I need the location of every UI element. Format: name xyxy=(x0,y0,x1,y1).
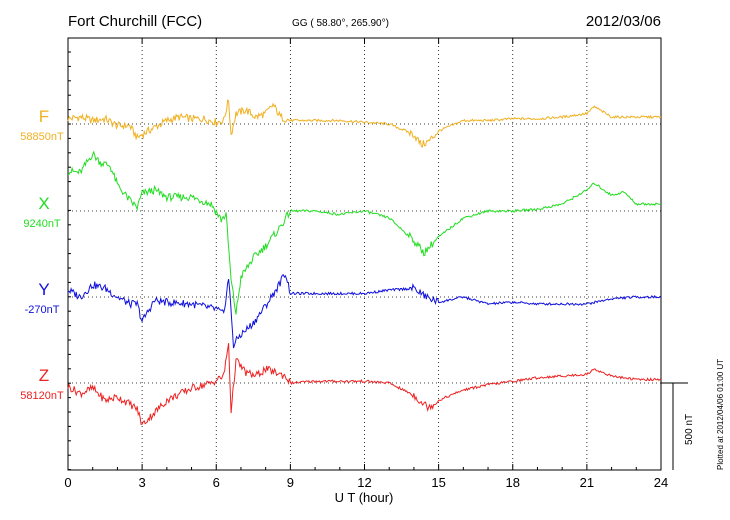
plotted-timestamp: Plotted at 2012/04/06 01:00 UT xyxy=(716,359,725,470)
baseline-value-f: 58850nT xyxy=(20,131,64,143)
scale-bar: 500 nT xyxy=(661,382,695,470)
series-line-y xyxy=(67,274,662,349)
component-label-z: Z xyxy=(39,366,49,385)
station-title: Fort Churchill (FCC) xyxy=(68,13,202,30)
x-tick-label-6: 18 xyxy=(506,475,520,490)
component-labels: F 58850nT X 9240nT Y -270nT Z 58120nT xyxy=(20,107,64,402)
x-tick-label-5: 15 xyxy=(431,475,445,490)
component-label-x: X xyxy=(38,194,49,213)
x-tick-label-3: 9 xyxy=(287,475,294,490)
grid xyxy=(141,38,588,470)
x-tick-label-1: 3 xyxy=(139,475,146,490)
station-coords: GG ( 58.80°, 265.90°) xyxy=(292,18,389,29)
x-tick-label-7: 21 xyxy=(580,475,594,490)
baseline-value-x: 9240nT xyxy=(23,218,61,230)
component-label-f: F xyxy=(39,107,49,126)
scale-bar-label: 500 nT xyxy=(684,414,695,445)
series-line-f xyxy=(67,99,662,148)
x-axis-ticks: 0 3 6 9 12 15 18 21 24 xyxy=(64,38,668,490)
series-lines xyxy=(67,99,662,425)
plot-date: 2012/03/06 xyxy=(586,13,661,30)
x-tick-label-0: 0 xyxy=(64,475,71,490)
x-tick-label-8: 24 xyxy=(654,475,668,490)
x-axis-label: U T (hour) xyxy=(335,490,394,505)
series-line-x xyxy=(67,150,662,315)
component-label-y: Y xyxy=(38,280,49,299)
baseline-value-z: 58120nT xyxy=(20,390,64,402)
baseline-value-y: -270nT xyxy=(25,304,60,316)
x-tick-label-2: 6 xyxy=(213,475,220,490)
x-tick-label-4: 12 xyxy=(357,475,371,490)
series-line-z xyxy=(67,343,662,425)
